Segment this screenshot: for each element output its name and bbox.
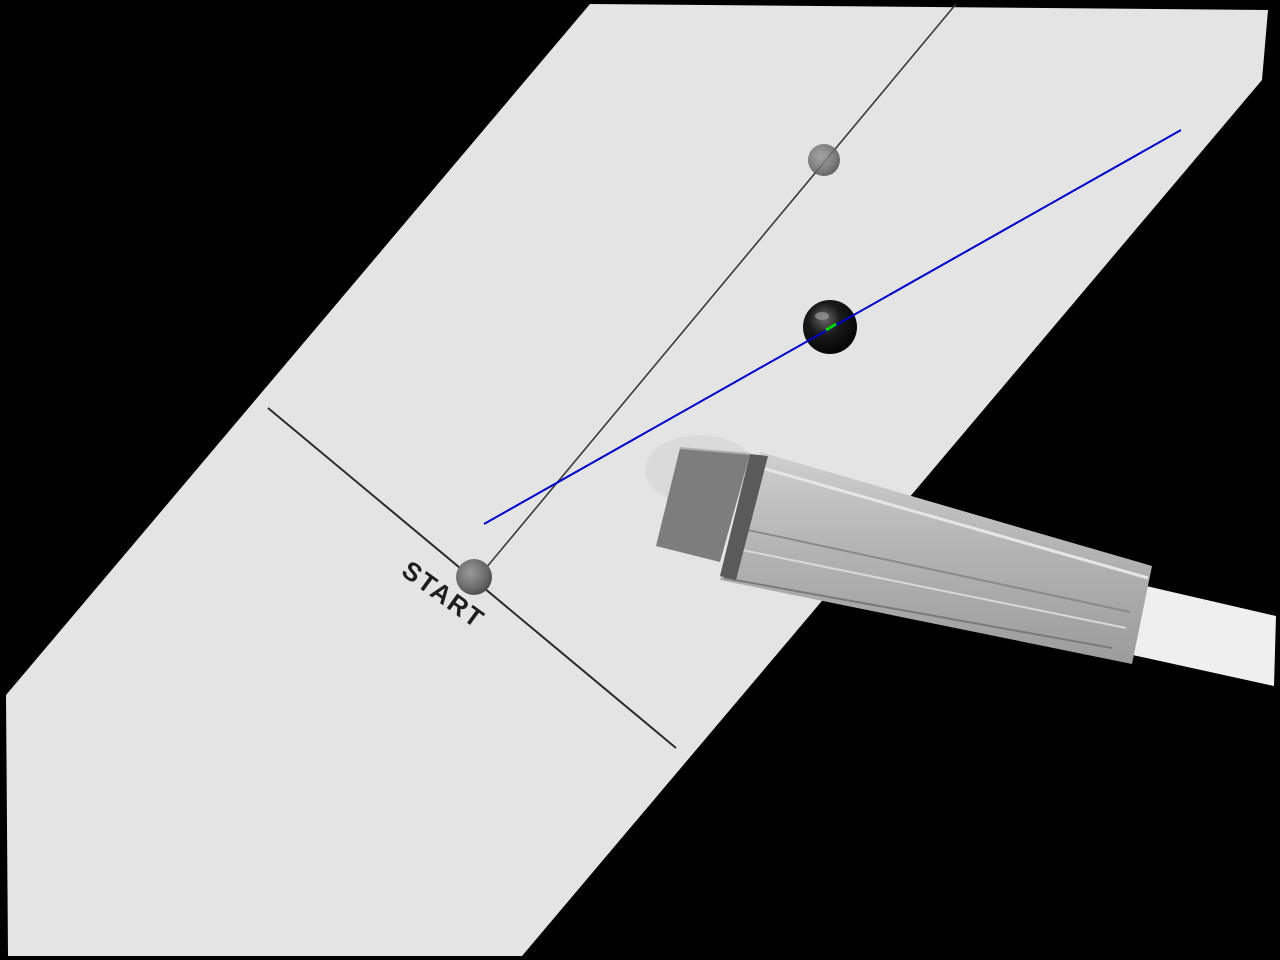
pusher-rod [1110,580,1276,686]
pusher-arm-edge-bottom [723,577,1113,649]
pusher-arm-edge-top [761,466,1149,580]
track-strip [6,4,1268,956]
pusher-arm-groove-2 [741,549,1127,629]
start-ball [456,559,492,595]
pusher-end-cap-edge [679,447,751,455]
tracking-marker [825,322,837,332]
pusher-end-cap [656,448,750,562]
tracked-ball-highlight [815,312,829,320]
pusher-end-cap-side [720,454,768,580]
pusher-arm-groove [747,529,1131,613]
ghost-ball [808,144,840,176]
